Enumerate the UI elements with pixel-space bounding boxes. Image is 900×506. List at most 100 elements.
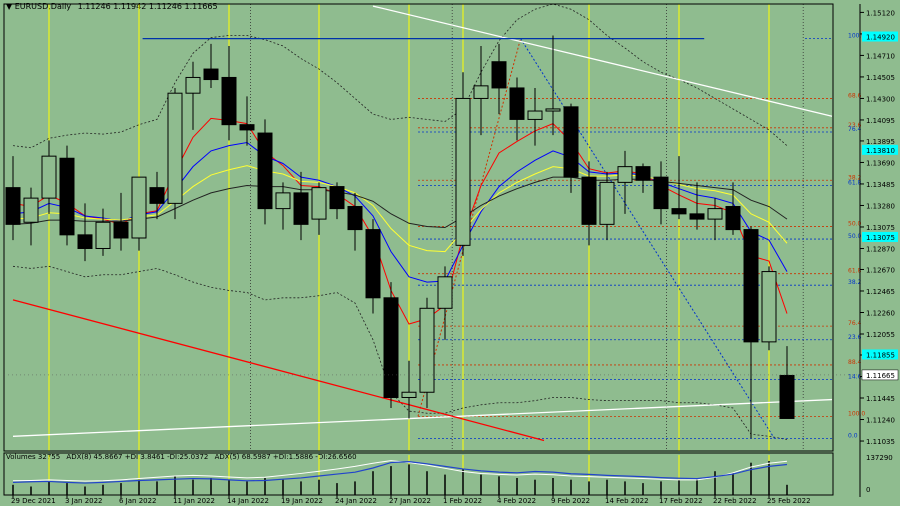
symbol-header: ▼ EURUSD,Daily 1.11246 1.11942 1.11246 1… [6,2,218,11]
candle-body [293,192,309,225]
candle[interactable] [689,182,705,230]
candle-body [635,166,651,181]
date-tick-label: 27 Jan 2022 [389,497,431,505]
date-tick-label: 19 Jan 2022 [281,497,323,505]
candlesticks[interactable] [5,35,795,439]
candle-body [365,229,381,299]
candle[interactable] [581,161,597,246]
candle[interactable] [455,72,471,256]
adx8-readout: ADX(8) 45.8667 +DI:3.8461 -DI:25.0372 [66,453,209,461]
date-tick-label: 14 Jan 2022 [227,497,269,505]
candle[interactable] [41,140,57,214]
candle[interactable] [563,103,579,193]
date-tick-label: 6 Jan 2022 [119,497,157,505]
candle[interactable] [527,87,543,146]
candle[interactable] [401,360,417,419]
candle[interactable] [419,297,435,408]
candle-body [311,187,327,220]
candle[interactable] [707,198,723,241]
bollinger-lower-line [12,265,788,440]
candle[interactable] [653,161,669,225]
candle-body [473,85,489,99]
fib-level-label: 38.2 [848,279,862,286]
candle-body [239,124,255,131]
candle[interactable] [725,182,741,235]
candle[interactable] [365,219,381,314]
date-tick-label: 14 Feb 2022 [605,497,649,505]
price-tick-label: 1.11240 [866,417,895,425]
candle-body [203,68,219,81]
candle[interactable] [59,145,75,246]
fib-level-label: 100.0 [848,410,865,417]
swing-path-line [520,38,775,439]
candle[interactable] [131,176,147,251]
candle[interactable] [329,182,345,220]
candle[interactable] [203,43,219,88]
date-tick-label: 22 Feb 2022 [713,497,757,505]
moving-average-line [12,176,788,229]
moving-average-line [12,141,788,283]
price-tick-label: 1.13895 [866,138,895,146]
collapse-marker-icon[interactable]: ▼ [6,2,13,11]
candle[interactable] [185,61,201,130]
candle[interactable] [167,87,183,220]
candle[interactable] [509,77,525,141]
candle[interactable] [77,203,93,262]
date-tick-label: 24 Jan 2022 [335,497,377,505]
candle[interactable] [545,35,561,136]
candle-body [491,61,507,89]
candle-body [131,176,147,239]
candle[interactable] [311,182,327,235]
candle[interactable] [257,119,273,225]
candle[interactable] [743,226,759,439]
candle[interactable] [671,156,687,220]
candle-body [509,87,525,120]
trendlines [12,5,833,442]
trendline [12,299,545,442]
indicator-header: Volumes 32755 ADX(8) 45.8667 +DI:3.8461 … [6,453,357,461]
candle[interactable] [761,266,777,351]
candle[interactable] [5,156,21,241]
candle[interactable] [383,282,399,408]
candle[interactable] [293,171,309,241]
candle[interactable] [599,171,615,241]
candle-body [725,206,741,231]
candle-body [329,186,345,210]
current-price-label: 1.11665 [866,372,895,380]
fib-level-label: 61.8 [848,268,862,275]
candle[interactable] [635,163,651,193]
candle-body [707,208,723,220]
candle-body [437,276,453,309]
candle[interactable] [347,192,363,251]
candle[interactable] [113,192,129,251]
indicator-tick-label: 0 [866,486,870,494]
candle[interactable] [473,45,489,136]
fib-level-label: 23.6 [848,122,862,129]
candle[interactable] [23,187,39,246]
vertical-grid-lines [48,4,804,495]
highlighted-price-label: 1.14920 [866,34,895,42]
price-tick-label: 1.13075 [866,224,895,232]
candle[interactable] [221,45,237,141]
date-tick-label: 4 Feb 2022 [497,497,536,505]
adx5-readout: ADX(5) 68.5987 +DI:1.5886 -DI:26.6560 [214,453,357,461]
date-tick-label: 11 Jan 2022 [173,497,215,505]
candle[interactable] [491,43,507,115]
candle[interactable] [437,266,453,340]
candle[interactable] [275,182,291,230]
highlighted-price-tag [862,144,898,155]
date-tick-label: 17 Feb 2022 [659,497,703,505]
volumes-readout: Volumes 32755 [6,453,61,461]
candle[interactable] [617,150,633,214]
candle[interactable] [779,346,795,419]
date-tick-label: 29 Dec 2021 [11,497,56,505]
fib-level-label: 38.2 [848,174,862,181]
candle[interactable] [149,171,165,220]
price-tick-label: 1.14300 [866,95,895,103]
date-axis: 29 Dec 2021 3 Jan 2022 6 Jan 2022 11 Jan 20… [11,495,811,505]
price-panel-frame [3,3,834,452]
ohlc-readout: 1.11246 1.11942 1.11246 1.11665 [77,2,218,11]
candle[interactable] [239,96,255,146]
candle[interactable] [95,208,111,256]
